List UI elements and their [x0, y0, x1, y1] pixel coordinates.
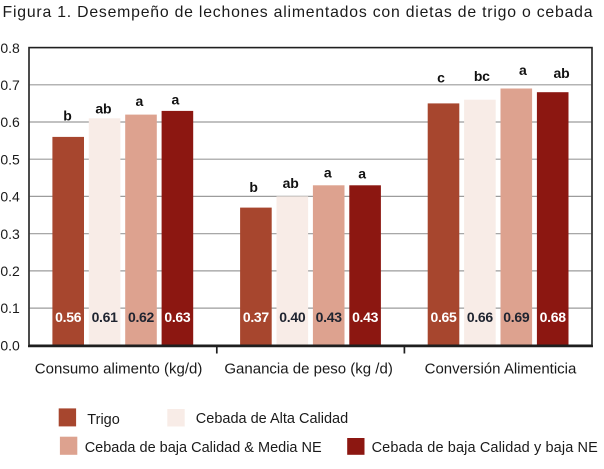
svg-text:0.56: 0.56 [55, 309, 82, 325]
svg-text:ab: ab [95, 101, 111, 117]
svg-text:Cebada de baja Calidad y baja: Cebada de baja Calidad y baja NE [372, 440, 599, 456]
svg-text:0.43: 0.43 [316, 309, 343, 325]
svg-text:ab: ab [554, 65, 570, 81]
svg-text:a: a [519, 62, 527, 78]
svg-text:a: a [358, 166, 366, 182]
svg-text:bc: bc [474, 68, 490, 84]
svg-text:Ganancia de peso (kg /d): Ganancia de peso (kg /d) [224, 361, 392, 378]
svg-text:Consumo alimento (kg/d): Consumo alimento (kg/d) [35, 361, 203, 378]
svg-text:0.63: 0.63 [164, 309, 191, 325]
svg-text:0.3: 0.3 [0, 226, 20, 242]
svg-text:ab: ab [283, 175, 299, 191]
svg-text:0.6: 0.6 [0, 114, 20, 130]
svg-text:b: b [249, 179, 257, 195]
svg-text:0.40: 0.40 [279, 309, 306, 325]
svg-text:b: b [63, 108, 71, 124]
svg-text:a: a [324, 165, 332, 181]
svg-text:Trigo: Trigo [87, 412, 120, 428]
svg-text:Cebada de baja Calidad & Media: Cebada de baja Calidad & Media NE [85, 440, 322, 456]
svg-text:a: a [172, 91, 180, 107]
svg-text:0.65: 0.65 [430, 309, 457, 325]
svg-text:0.37: 0.37 [243, 309, 270, 325]
svg-text:Conversión Alimenticia: Conversión Alimenticia [425, 361, 577, 378]
svg-text:0.62: 0.62 [128, 309, 155, 325]
svg-text:Figura 1. Desempeño de lechone: Figura 1. Desempeño de lechones alimenta… [3, 4, 594, 21]
svg-text:0.4: 0.4 [0, 189, 20, 205]
svg-text:0.69: 0.69 [503, 309, 530, 325]
svg-text:a: a [136, 93, 144, 109]
svg-text:0.5: 0.5 [0, 151, 20, 167]
svg-text:0.0: 0.0 [0, 337, 20, 353]
svg-text:0.7: 0.7 [0, 77, 20, 93]
svg-text:c: c [437, 69, 445, 85]
svg-text:Cebada de Alta Calidad: Cebada de Alta Calidad [196, 411, 348, 427]
svg-text:0.2: 0.2 [0, 263, 20, 279]
svg-text:0.8: 0.8 [0, 40, 20, 56]
svg-text:0.43: 0.43 [352, 309, 379, 325]
svg-text:0.66: 0.66 [467, 309, 494, 325]
svg-text:0.1: 0.1 [0, 300, 20, 316]
svg-text:0.68: 0.68 [540, 309, 567, 325]
svg-text:0.61: 0.61 [92, 309, 119, 325]
